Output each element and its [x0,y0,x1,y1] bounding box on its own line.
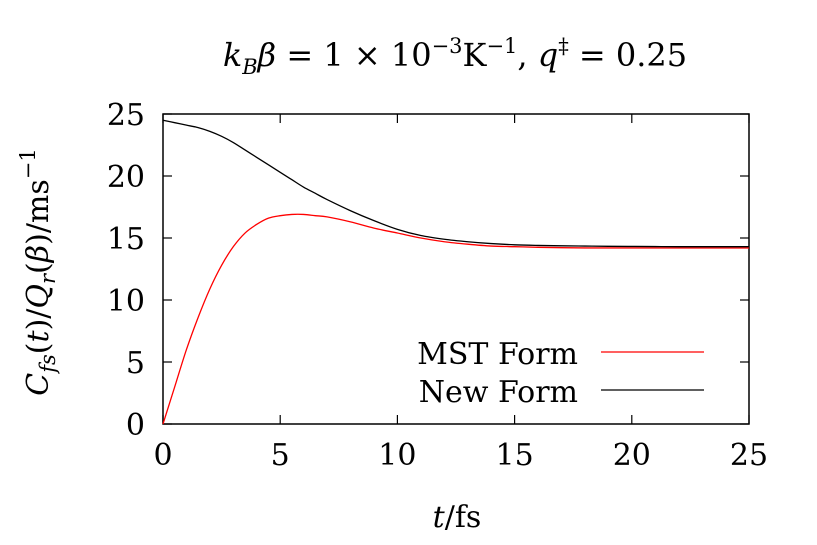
x-tick-label: 5 [271,438,290,473]
ticks: 0 5 10 15 20 25 0 5 10 15 20 25 [107,98,768,473]
y-tick-label: 20 [107,160,145,195]
series-line-mst-form [162,213,749,425]
plot-frame [162,113,750,425]
legend-label-mst-form: MST Form [417,337,578,372]
y-tick-label: 10 [107,284,145,319]
legend-label-new-form: New Form [419,375,578,410]
axes [162,113,750,425]
series-line-new-form [162,119,749,248]
x-axis-label: t/fs [433,500,482,535]
y-tick-label: 0 [126,408,145,443]
y-tick-label: 25 [107,98,145,133]
x-tick-label: 25 [730,438,768,473]
x-tick-label: 15 [496,438,534,473]
y-axis-label: Cfs(t)/Qr(β)/ms−1 [16,148,60,395]
x-tick-label: 0 [153,438,172,473]
y-tick-label: 5 [126,346,145,381]
series-lines [162,119,749,425]
y-tick-label: 15 [107,222,145,257]
chart-title: kBβ = 1 × 10−3K−1, q‡ = 0.25 [223,34,687,79]
x-tick-label: 10 [378,438,416,473]
x-tick-label: 20 [613,438,651,473]
